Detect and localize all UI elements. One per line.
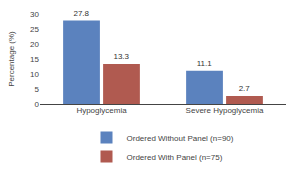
svg-text:10: 10 bbox=[30, 70, 39, 79]
svg-text:Severe Hypoglycemia: Severe Hypoglycemia bbox=[186, 106, 264, 115]
svg-text:15: 15 bbox=[30, 55, 39, 64]
svg-text:13.3: 13.3 bbox=[113, 52, 129, 61]
svg-text:Hypoglycemia: Hypoglycemia bbox=[76, 106, 127, 115]
svg-text:Ordered With Panel (n=75): Ordered With Panel (n=75) bbox=[127, 153, 223, 162]
svg-text:25: 25 bbox=[30, 25, 39, 34]
svg-text:11.1: 11.1 bbox=[197, 59, 213, 68]
svg-text:5: 5 bbox=[35, 85, 40, 94]
svg-text:2.7: 2.7 bbox=[239, 84, 251, 93]
svg-text:Ordered Without Panel (n=90): Ordered Without Panel (n=90) bbox=[127, 134, 234, 143]
svg-text:0: 0 bbox=[35, 100, 40, 109]
svg-text:Percentage (%): Percentage (%) bbox=[7, 31, 16, 87]
svg-text:30: 30 bbox=[30, 10, 39, 19]
svg-text:20: 20 bbox=[30, 40, 39, 49]
svg-text:27.8: 27.8 bbox=[73, 9, 89, 18]
